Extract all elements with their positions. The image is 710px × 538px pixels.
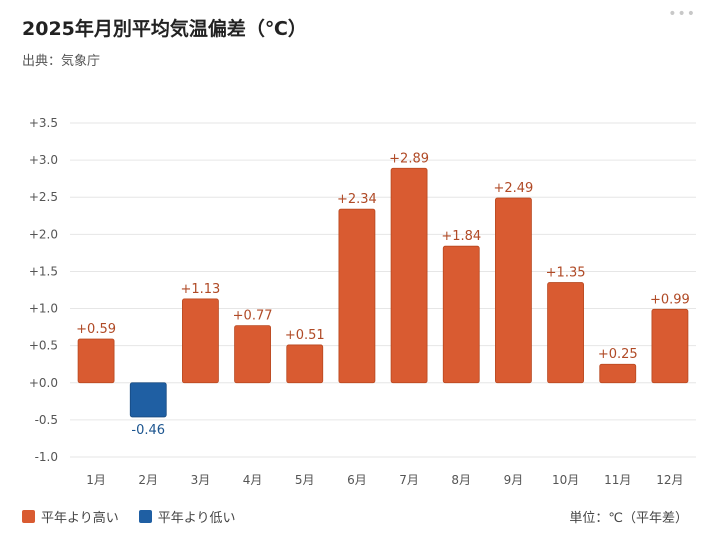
y-tick-label: +3.5 xyxy=(29,116,58,130)
x-tick-label: 10月 xyxy=(552,473,579,487)
chart-title: 2025年月別平均気温偏差（℃） xyxy=(22,18,307,40)
data-label: +1.13 xyxy=(180,282,220,297)
bar xyxy=(547,282,584,384)
x-tick-label: 9月 xyxy=(504,473,524,487)
data-label: +1.84 xyxy=(441,229,481,244)
y-tick-label: +2.5 xyxy=(29,190,58,204)
x-tick-label: 12月 xyxy=(656,473,683,487)
x-tick-label: 3月 xyxy=(191,473,211,487)
legend-swatch-positive xyxy=(22,510,35,523)
x-tick-label: 4月 xyxy=(243,473,263,487)
bar xyxy=(129,382,167,418)
x-tick-label: 8月 xyxy=(451,473,471,487)
legend-label-negative: 平年より低い xyxy=(157,511,236,526)
y-tick-label: -0.5 xyxy=(35,413,58,427)
bar xyxy=(234,325,271,384)
more-dots-icon[interactable]: ••• xyxy=(668,6,696,22)
bar xyxy=(442,245,480,384)
bar xyxy=(182,298,219,384)
legend-item-positive[interactable]: 平年より高い xyxy=(22,507,119,526)
data-label: +0.25 xyxy=(598,347,638,362)
legend-label-positive: 平年より高い xyxy=(41,511,119,526)
y-tick-label: +3.0 xyxy=(29,153,58,167)
data-label: +0.51 xyxy=(285,328,325,343)
data-label: -0.46 xyxy=(131,423,165,438)
bar xyxy=(495,197,532,384)
unit-label: 単位：℃（平年差） xyxy=(569,511,688,526)
data-label: +0.59 xyxy=(76,322,116,337)
y-tick-label: +1.5 xyxy=(29,264,58,278)
legend: 平年より高い 平年より低い xyxy=(22,507,256,526)
bar xyxy=(651,308,689,384)
data-label: +1.35 xyxy=(546,266,586,281)
x-tick-label: 6月 xyxy=(347,473,367,487)
x-tick-label: 2月 xyxy=(138,473,158,487)
y-tick-label: +0.5 xyxy=(29,339,58,353)
bar xyxy=(286,344,324,384)
y-tick-label: -1.0 xyxy=(35,450,58,464)
bar xyxy=(390,167,428,384)
bar xyxy=(599,363,637,384)
chart-source: 出典：気象庁 xyxy=(22,54,101,69)
legend-swatch-negative xyxy=(138,510,152,523)
data-label: +2.89 xyxy=(389,151,429,166)
bar xyxy=(338,208,376,384)
y-tick-label: +2.0 xyxy=(29,227,58,241)
data-label: +0.99 xyxy=(650,292,690,307)
y-tick-label: +0.0 xyxy=(29,376,58,390)
bar-chart: +3.5 +3.0 +2.5 +2.0 +1.5 +1.0 +0.5 +0.0 -0.5 -1.0… xyxy=(29,116,696,487)
data-label: +2.49 xyxy=(493,181,533,196)
x-tick-label: 7月 xyxy=(399,473,419,487)
data-label: +2.34 xyxy=(337,192,377,207)
legend-item-negative[interactable]: 平年より低い xyxy=(138,507,236,526)
x-tick-label: 11月 xyxy=(604,473,631,487)
data-label: +0.77 xyxy=(233,309,273,324)
x-tick-label: 1月 xyxy=(86,473,106,487)
y-tick-label: +1.0 xyxy=(29,302,58,316)
x-tick-label: 5月 xyxy=(295,473,315,487)
bar xyxy=(77,338,115,384)
